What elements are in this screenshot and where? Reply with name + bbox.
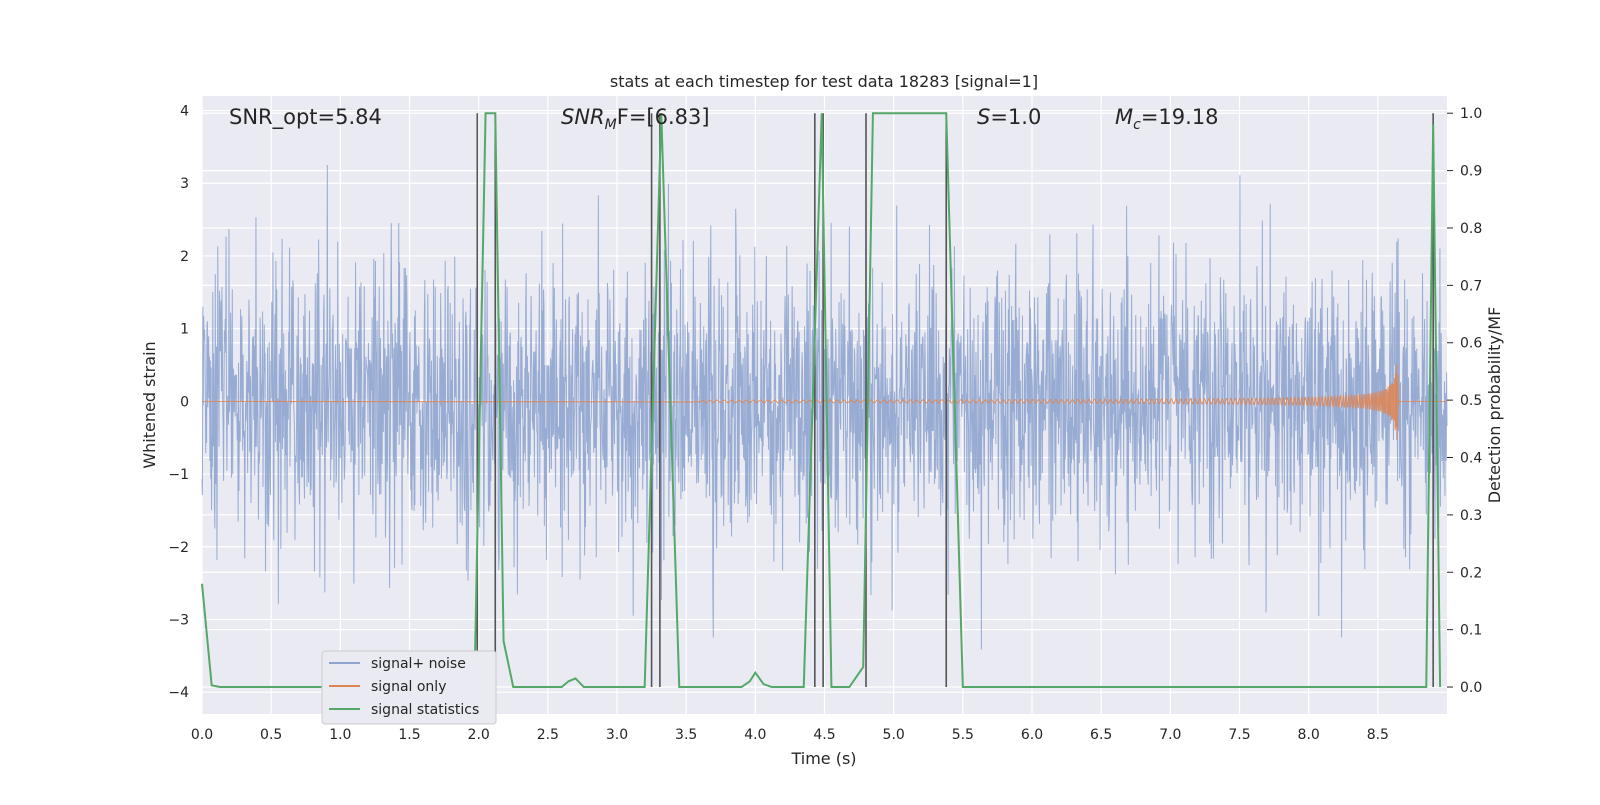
x-tick-label: 2.5	[537, 727, 559, 743]
x-tick-label: 2.0	[468, 727, 490, 743]
annotation-s-rest: =1.0	[990, 105, 1041, 129]
legend: signal+ noise signal only signal statist…	[321, 650, 497, 725]
x-tick-label: 3.0	[606, 727, 628, 743]
y-tick-label-left: −2	[168, 540, 189, 556]
y-tick-label-right: 0.1	[1460, 623, 1482, 639]
chart-title: stats at each timestep for test data 182…	[610, 72, 1038, 91]
annotation-s: S=1.0	[977, 105, 1041, 129]
y-tick-label-left: −1	[168, 467, 189, 483]
y-axis-label-right: Detection probability/MF	[1485, 307, 1504, 504]
y-tick-label-left: −3	[168, 612, 189, 628]
y-tick-label-right: 0.9	[1460, 164, 1482, 180]
annotation-mc-rest: =19.18	[1141, 105, 1219, 129]
x-tick-label: 6.0	[1021, 727, 1043, 743]
legend-box	[321, 650, 497, 725]
y-tick-label-right: 0.8	[1460, 221, 1482, 237]
y-tick-label-left: −4	[168, 685, 189, 701]
x-tick-label: 6.5	[1090, 727, 1112, 743]
annotation-snr-mf: SNRMF=[6.83]	[561, 105, 710, 133]
x-tick-label: 8.5	[1367, 727, 1389, 743]
signal-chirp-trace	[201, 364, 1447, 441]
x-axis-label: Time (s)	[790, 749, 856, 768]
x-tick-label: 1.5	[398, 727, 420, 743]
annotation-snr-mf-sub: M	[605, 117, 617, 133]
x-tick-label: 5.5	[952, 727, 974, 743]
x-tick-label: 5.0	[883, 727, 905, 743]
x-tick-label: 7.0	[1159, 727, 1181, 743]
y-tick-label-right: 0.3	[1460, 508, 1482, 524]
y-tick-label-right: 0.2	[1460, 565, 1482, 581]
series-signal-plus-noise	[201, 164, 1448, 650]
x-tick-label: 4.5	[813, 727, 835, 743]
legend-label-stats: signal statistics	[371, 702, 479, 718]
y-tick-label-right: 0.4	[1460, 451, 1482, 467]
y-tick-label-right: 0.6	[1460, 336, 1482, 352]
y-tick-label-left: 0	[180, 394, 189, 410]
series-signal-only	[201, 364, 1447, 441]
y-tick-label-left: 3	[180, 176, 189, 192]
annotation-snr-opt: SNR_opt=5.84	[229, 105, 382, 130]
y-tick-label-right: 1.0	[1460, 106, 1482, 122]
signal-statistics-line	[201, 112, 1442, 689]
series-signal-statistics	[201, 112, 1442, 689]
tick-labels: 0.0 0.5 1.0 1.5 2.0 2.5 3.0 3.5 4.0 4.5 5.0 5.5 6.0 6…	[168, 104, 1482, 743]
y-tick-label-right: 0.7	[1460, 278, 1482, 294]
annotation-s-var: S	[977, 105, 990, 129]
legend-label-signal: signal only	[371, 679, 446, 695]
y-tick-label-right: 0.5	[1460, 393, 1482, 409]
vertical-markers	[476, 113, 1434, 688]
annotation-mc-var: M	[1115, 105, 1133, 129]
y-tick-label-left: 2	[180, 249, 189, 265]
y-tick-label-left: 1	[180, 322, 189, 338]
x-tick-label: 3.5	[675, 727, 697, 743]
x-tick-label: 0.5	[260, 727, 282, 743]
x-tick-label: 4.0	[744, 727, 766, 743]
y-tick-label-right: 0.0	[1460, 680, 1482, 696]
x-tick-label: 0.0	[191, 727, 213, 743]
x-tick-label: 1.0	[329, 727, 351, 743]
x-tick-label: 7.5	[1228, 727, 1250, 743]
y-tick-label-left: 4	[180, 104, 189, 120]
annotation-mc: Mc=19.18	[1115, 105, 1219, 133]
x-tick-label: 8.0	[1298, 727, 1320, 743]
annotation-snr-mf-base: SNR	[561, 105, 605, 129]
y-axis-label-left: Whitened strain	[140, 341, 159, 468]
annotation-snr-mf-rest: F=[6.83]	[617, 105, 710, 129]
noise-trace	[201, 164, 1448, 650]
legend-label-noise: signal+ noise	[371, 656, 466, 672]
annotation-mc-sub: c	[1133, 117, 1141, 133]
